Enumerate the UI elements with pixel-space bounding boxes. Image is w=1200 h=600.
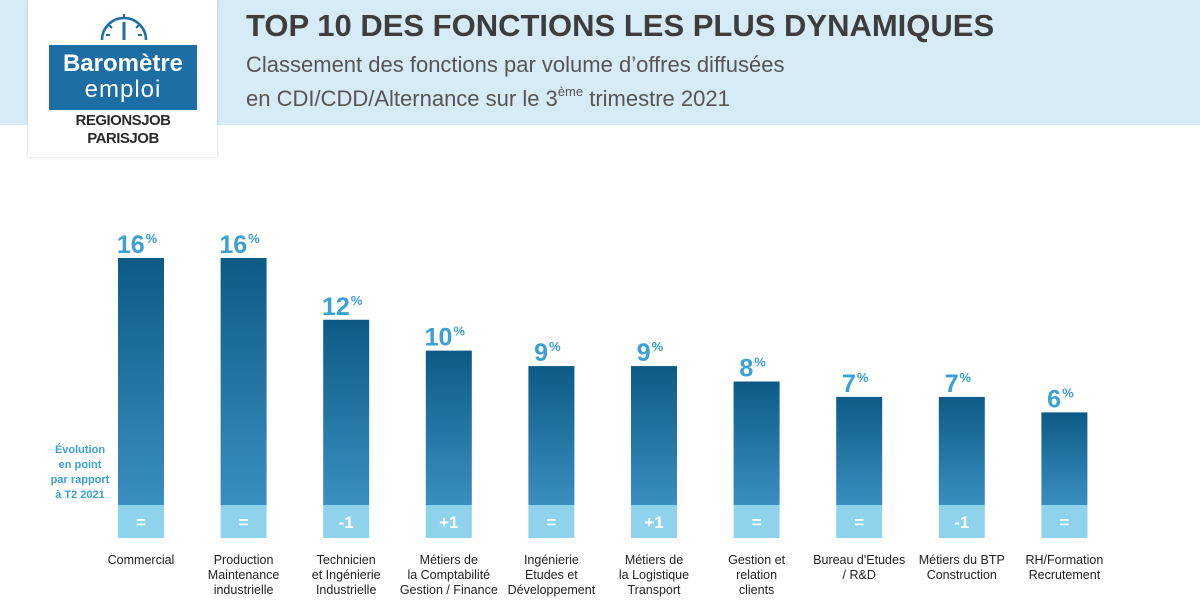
page-title: TOP 10 DES FONCTIONS LES PLUS DYNAMIQUES [246, 8, 995, 43]
value-label-0: 16% [117, 231, 158, 259]
value-label-1: 16% [219, 231, 260, 259]
evolution-box-7 [836, 505, 883, 538]
gauge-icon [100, 14, 148, 41]
category-label-8: Métiers du BTP Construction [918, 553, 1005, 582]
evolution-note: Évolution en point par rapport à T2 2021 [50, 444, 110, 501]
evolution-box-5 [631, 505, 677, 538]
evolution-value-6: = [752, 513, 762, 532]
subtitle-line2-pre: en CDI/CDD/Alternance sur le 3 [246, 86, 558, 111]
bar-2 [323, 319, 370, 505]
logo-banner: Baromètre emploi [49, 45, 197, 110]
bar-5 [631, 366, 677, 505]
value-label-9: 6% [1047, 385, 1074, 413]
value-label-7: 7% [842, 370, 869, 398]
value-label-5: 9% [637, 339, 664, 367]
bar-4 [528, 366, 575, 505]
logo-brand-regionsjob: REGIONSJOB [75, 112, 171, 129]
evolution-value-2: -1 [339, 513, 354, 532]
category-label-2: Technicien et Ingénierie Industrielle [311, 553, 381, 597]
category-label-5: Métiers de la Logistique Transport [618, 553, 690, 597]
evolution-box-3 [425, 505, 472, 538]
category-label-0: Commercial [107, 553, 175, 567]
bar-7 [836, 396, 883, 505]
value-label-3: 10% [425, 324, 466, 352]
evolution-box-1 [220, 505, 267, 538]
category-label-9: RH/Formation Recrutement [1025, 553, 1104, 582]
subtitle-line2: en CDI/CDD/Alternance sur le 3ème trimes… [246, 84, 730, 112]
category-label-7: Bureau d'Etudes / R&D [813, 553, 906, 582]
evolution-value-9: = [1059, 513, 1069, 532]
category-label-3: Métiers de la Comptabilité Gestion / Fin… [399, 553, 498, 597]
bar-8 [938, 396, 985, 505]
evolution-value-4: = [546, 513, 556, 532]
evolution-value-7: = [854, 513, 864, 532]
value-label-6: 8% [739, 355, 766, 383]
category-label-6: Gestion et relation clients [728, 553, 786, 597]
evolution-value-1: = [239, 513, 249, 532]
category-label-1: Production Maintenance industrielle [207, 553, 280, 597]
value-label-2: 12% [322, 293, 363, 321]
logo-brand-parisjob: PARISJOB [87, 130, 159, 147]
evolution-box-4 [528, 505, 575, 538]
bar-0 [118, 258, 164, 505]
evolution-value-0: = [136, 513, 146, 532]
evolution-box-8 [938, 505, 985, 538]
evolution-value-8: -1 [954, 513, 969, 532]
bar-3 [425, 350, 472, 505]
evolution-box-0 [118, 505, 164, 538]
bar-6 [733, 381, 780, 505]
subtitle-line2-post: trimestre 2021 [583, 86, 730, 111]
category-label-4: Ingénierie Etudes et Développement [507, 553, 596, 597]
bar-9 [1041, 412, 1088, 505]
value-label-4: 9% [534, 339, 561, 367]
evolution-box-6 [733, 505, 780, 538]
evolution-value-5: +1 [644, 513, 663, 532]
evolution-value-3: +1 [439, 513, 458, 532]
subtitle-line2-sup: ème [557, 84, 584, 99]
evolution-box-2 [323, 505, 370, 538]
value-label-8: 7% [945, 370, 972, 398]
bar-1 [220, 258, 267, 505]
evolution-box-9 [1041, 505, 1088, 538]
logo-line2: emploi [84, 76, 162, 103]
logo-line1: Baromètre [62, 50, 184, 77]
subtitle-line1: Classement des fonctions par volume d’of… [246, 52, 785, 77]
